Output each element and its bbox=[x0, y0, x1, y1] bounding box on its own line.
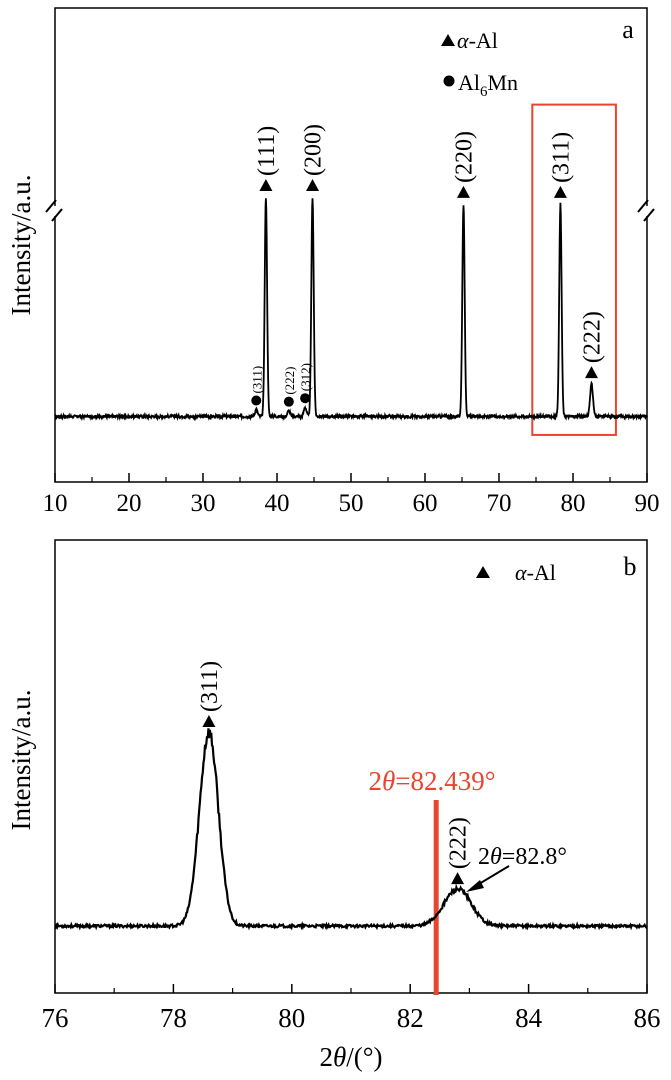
arrow-head-icon bbox=[466, 880, 484, 892]
circle-icon bbox=[251, 395, 262, 406]
panel-a-peak-labels: (311) (222) (312)(111) (200) (220) (311)(222) bbox=[249, 124, 606, 407]
triangle-icon bbox=[585, 366, 598, 379]
circle-icon bbox=[300, 393, 311, 404]
x-tick-label: 80 bbox=[278, 1003, 305, 1033]
x-tick-label: 60 bbox=[413, 490, 438, 517]
panel-b-peak-labels: (311) (222) bbox=[197, 661, 472, 885]
circle-icon bbox=[283, 396, 294, 407]
x-tick-label: 30 bbox=[191, 490, 216, 517]
x-tick-label: 40 bbox=[265, 490, 290, 517]
panel-b-legend: α-Al bbox=[476, 560, 556, 585]
xlabel-part3: /(°) bbox=[346, 1042, 382, 1072]
x-tick-label: 50 bbox=[339, 490, 364, 517]
xlabel-theta: θ bbox=[333, 1042, 346, 1072]
annot-part1: 2 bbox=[478, 844, 490, 870]
annot-theta: θ bbox=[490, 844, 502, 870]
xlabel-part1: 2 bbox=[319, 1042, 333, 1072]
panel-a-legend: α-Al Al6Mn bbox=[441, 28, 518, 100]
panel-a-highlight-box bbox=[531, 103, 617, 436]
panel-a-xrd-curve bbox=[54, 198, 648, 422]
legend-alpha-symbol: α bbox=[457, 28, 469, 53]
triangle-icon bbox=[441, 34, 455, 46]
circle-icon bbox=[443, 75, 455, 87]
x-tick-label: 86 bbox=[634, 1003, 661, 1033]
peak-label: (222) bbox=[446, 817, 472, 869]
panel-b-y-axis-label: Intensity/a.u. bbox=[6, 690, 36, 831]
axis-break-mark bbox=[51, 208, 63, 222]
x-tick-label: 10 bbox=[43, 490, 68, 517]
x-tick-label: 70 bbox=[487, 490, 512, 517]
axis-break-mark bbox=[45, 199, 57, 213]
panel-a-label: a bbox=[622, 15, 634, 44]
panel-b-label: b bbox=[624, 552, 637, 581]
peak-label: (111) bbox=[254, 126, 280, 176]
x-tick-label: 84 bbox=[515, 1003, 543, 1033]
axis-break-gap bbox=[47, 206, 63, 216]
x-tick-label: 80 bbox=[561, 490, 586, 517]
legend-entry-al6mn: Al6Mn bbox=[443, 70, 518, 100]
legend-al6mn-sub: 6 bbox=[480, 84, 488, 100]
triangle-icon bbox=[553, 185, 567, 198]
triangle-icon bbox=[259, 179, 273, 191]
axis-break-mark bbox=[637, 199, 649, 213]
axis-break-mark bbox=[643, 208, 655, 222]
peak-label: (311) bbox=[548, 132, 574, 183]
panel-b-x-ticks: 76 78 80 82 84 86 bbox=[42, 984, 661, 1033]
panel-a-axis-break bbox=[45, 199, 655, 222]
peak-label-small: (222) bbox=[282, 367, 297, 395]
legend-b-alpha-symbol: α bbox=[515, 560, 527, 585]
panel-a-axes-frame bbox=[54, 7, 648, 483]
x-tick-label: 78 bbox=[160, 1003, 187, 1033]
reference-line-label: 2θ=82.439° bbox=[368, 766, 495, 796]
x-tick-label: 90 bbox=[635, 490, 660, 517]
annotation-arrow bbox=[466, 865, 510, 892]
panel-a-x-ticks: 10 20 30 40 50 60 70 80 90 bbox=[43, 473, 660, 517]
triangle-icon bbox=[202, 715, 216, 727]
peak-label-small: (312) bbox=[298, 363, 313, 391]
annot-part3: =82.8° bbox=[502, 844, 567, 870]
x-tick-label: 20 bbox=[117, 490, 142, 517]
peak-label: (220) bbox=[451, 131, 477, 183]
x-tick-label: 76 bbox=[42, 1003, 69, 1033]
axis-break-gap bbox=[639, 206, 655, 216]
svg-text:α-Al: α-Al bbox=[457, 28, 498, 53]
panel-b-xrd-curve bbox=[54, 728, 648, 931]
peak-label: (200) bbox=[301, 124, 327, 176]
panel-a: 10 20 30 40 50 60 70 80 90 (311) (222) (312)(111)(… bbox=[6, 7, 660, 517]
peak-label: (311) bbox=[197, 661, 223, 712]
legend-al6mn-part1: Al bbox=[458, 70, 480, 95]
peak-annotation-label: 2θ=82.8° bbox=[478, 844, 567, 870]
panel-b-x-axis-label: 2θ/(°) bbox=[319, 1042, 382, 1072]
triangle-icon bbox=[306, 179, 320, 191]
ref-label-part1: 2 bbox=[368, 766, 382, 796]
ref-label-part3: =82.439° bbox=[395, 766, 495, 796]
legend-alpha-al-text: -Al bbox=[469, 28, 498, 53]
svg-text:Al6Mn: Al6Mn bbox=[458, 70, 518, 100]
peak-label-small: (311) bbox=[249, 366, 264, 394]
panel-a-y-axis-label: Intensity/a.u. bbox=[6, 175, 36, 316]
triangle-icon bbox=[456, 185, 470, 198]
legend-al6mn-part2: Mn bbox=[488, 70, 519, 95]
triangle-icon bbox=[451, 872, 465, 885]
legend-entry-alpha-al: α-Al bbox=[441, 28, 498, 53]
x-tick-label: 82 bbox=[397, 1003, 424, 1033]
triangle-icon bbox=[476, 566, 490, 578]
ref-label-theta: θ bbox=[382, 766, 395, 796]
highlight-box bbox=[531, 103, 617, 436]
legend-b-alpha-al-text: -Al bbox=[527, 560, 556, 585]
svg-text:α-Al: α-Al bbox=[515, 560, 556, 585]
panel-b: 76 78 80 82 84 86 (311)(222) 2θ=82.439° 2θ=82… bbox=[6, 539, 661, 1072]
peak-label: (222) bbox=[580, 311, 606, 363]
